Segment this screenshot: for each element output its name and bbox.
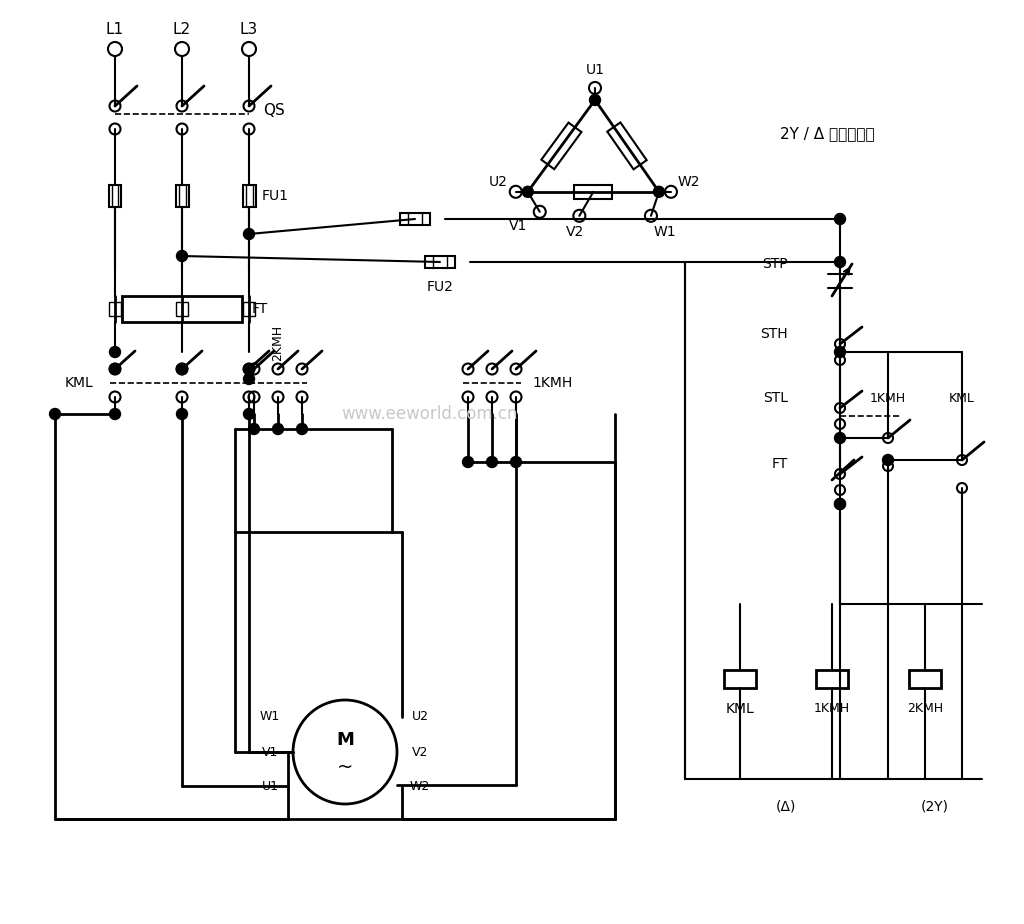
Text: U1: U1 [261, 781, 279, 794]
Text: L3: L3 [240, 21, 258, 37]
Text: M: M [336, 731, 354, 749]
Bar [909, 670, 941, 688]
Circle shape [110, 346, 121, 358]
Text: www.eeworld.com.cn: www.eeworld.com.cn [342, 405, 518, 423]
Text: STP: STP [763, 257, 788, 271]
Circle shape [835, 213, 846, 225]
Text: 2Y / Δ 绕组接线图: 2Y / Δ 绕组接线图 [780, 127, 874, 141]
Circle shape [49, 408, 60, 419]
Circle shape [249, 423, 259, 434]
Circle shape [244, 363, 255, 374]
Circle shape [110, 408, 121, 419]
Text: ~: ~ [337, 758, 353, 776]
Text: W1: W1 [260, 711, 281, 723]
Text: V1: V1 [262, 746, 279, 759]
Circle shape [486, 456, 498, 468]
Circle shape [244, 408, 255, 419]
Text: 2KMH: 2KMH [907, 702, 943, 715]
Bar [243, 185, 256, 207]
Bar [425, 256, 455, 268]
Circle shape [590, 94, 600, 105]
Bar [724, 670, 756, 688]
Text: V2: V2 [412, 746, 428, 759]
Bar [122, 296, 242, 322]
Text: U1: U1 [586, 63, 604, 77]
Text: STH: STH [761, 327, 788, 341]
Circle shape [176, 408, 187, 419]
Text: 1KMH: 1KMH [814, 702, 850, 715]
Text: W2: W2 [678, 175, 700, 188]
Text: L1: L1 [105, 21, 124, 37]
Circle shape [272, 423, 284, 434]
Circle shape [176, 250, 187, 261]
Text: 1KMH: 1KMH [870, 392, 906, 405]
Bar [816, 670, 848, 688]
Text: STL: STL [763, 391, 788, 405]
Text: W2: W2 [410, 781, 430, 794]
Text: U2: U2 [412, 711, 428, 723]
Circle shape [176, 363, 187, 374]
Text: 2KMH: 2KMH [271, 325, 285, 361]
Bar [243, 302, 255, 316]
Bar [400, 213, 430, 225]
Text: W1: W1 [653, 225, 676, 238]
Text: QS: QS [263, 103, 285, 118]
Text: L2: L2 [173, 21, 191, 37]
Circle shape [522, 187, 534, 198]
Text: (2Y): (2Y) [921, 799, 949, 813]
Circle shape [297, 423, 307, 434]
Bar [176, 302, 188, 316]
Circle shape [110, 363, 121, 374]
Circle shape [835, 257, 846, 268]
Bar [175, 185, 188, 207]
Text: FT: FT [772, 457, 788, 471]
Circle shape [835, 499, 846, 509]
Circle shape [244, 228, 255, 239]
Text: V2: V2 [566, 225, 585, 238]
Circle shape [835, 432, 846, 444]
Text: KML: KML [726, 702, 755, 716]
Text: U2: U2 [488, 175, 507, 188]
Text: KML: KML [949, 392, 975, 405]
Circle shape [511, 456, 521, 468]
Circle shape [653, 187, 665, 198]
Circle shape [835, 499, 846, 509]
Circle shape [176, 363, 187, 374]
Text: 1KMH: 1KMH [532, 376, 572, 390]
Bar [109, 302, 121, 316]
Circle shape [463, 456, 473, 468]
Text: KML: KML [65, 376, 93, 390]
Text: FU1: FU1 [262, 189, 289, 203]
Text: FT: FT [252, 302, 268, 316]
Circle shape [244, 373, 255, 384]
Circle shape [883, 455, 894, 466]
Text: V1: V1 [509, 219, 527, 233]
Text: (Δ): (Δ) [776, 799, 797, 813]
Bar [109, 185, 122, 207]
Text: FU2: FU2 [427, 280, 454, 294]
Circle shape [835, 346, 846, 358]
